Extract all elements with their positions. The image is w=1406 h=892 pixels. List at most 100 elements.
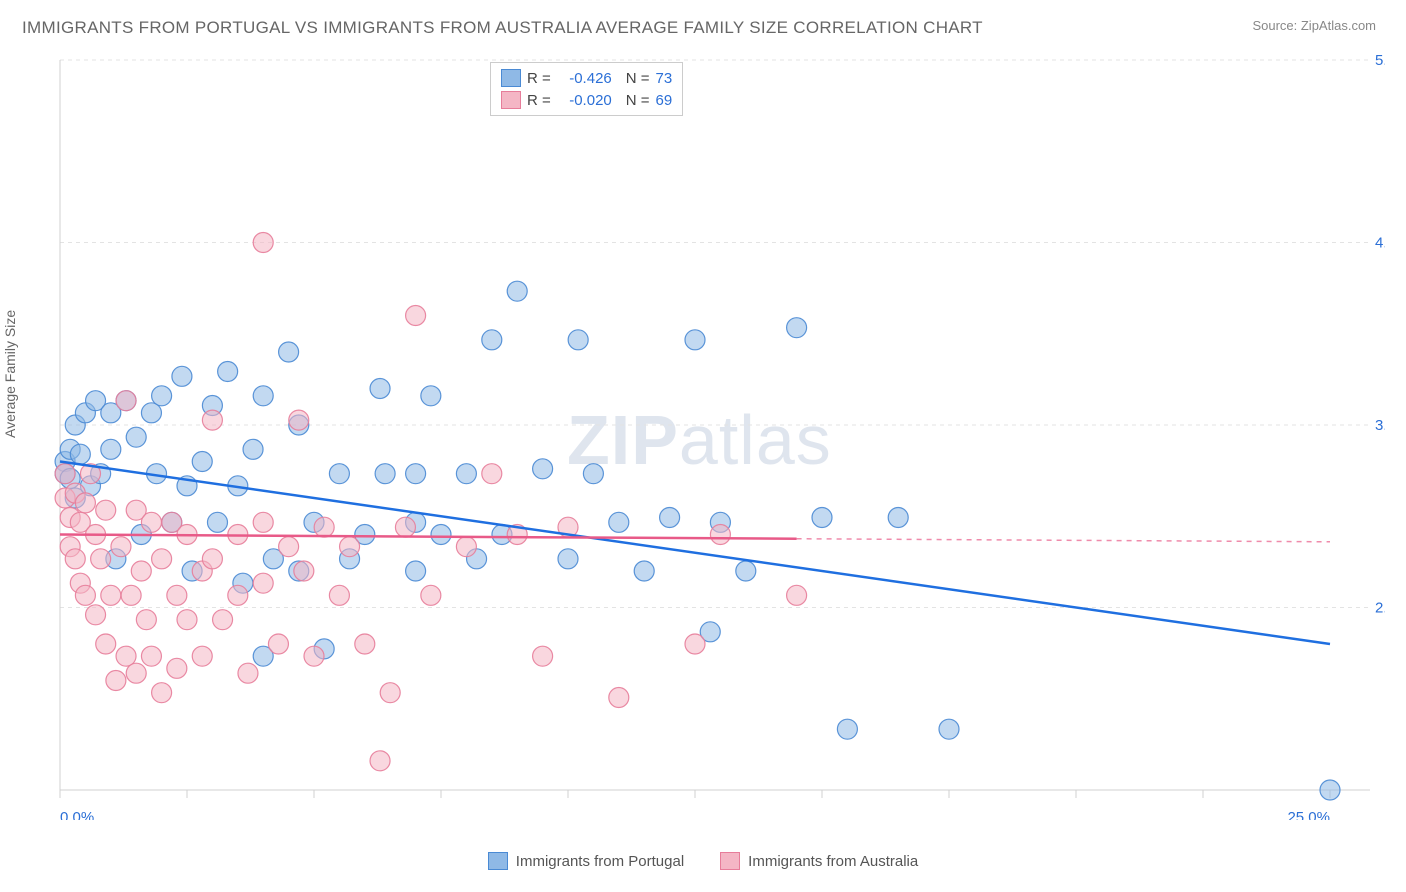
svg-text:0.0%: 0.0% bbox=[60, 809, 94, 820]
scatter-point bbox=[456, 464, 476, 484]
legend-swatch bbox=[488, 852, 508, 870]
scatter-point bbox=[812, 507, 832, 527]
scatter-point bbox=[167, 585, 187, 605]
scatter-point bbox=[634, 561, 654, 581]
scatter-point bbox=[685, 634, 705, 654]
scatter-point bbox=[314, 517, 334, 537]
svg-text:4.25: 4.25 bbox=[1375, 235, 1385, 252]
scatter-point bbox=[86, 605, 106, 625]
scatter-point bbox=[507, 281, 527, 301]
scatter-point bbox=[238, 663, 258, 683]
scatter-point bbox=[243, 439, 263, 459]
n-value: 69 bbox=[656, 92, 673, 109]
scatter-point bbox=[304, 646, 324, 666]
svg-text:3.50: 3.50 bbox=[1375, 417, 1385, 434]
scatter-point bbox=[289, 410, 309, 430]
legend-swatch bbox=[501, 91, 521, 109]
svg-text:2.75: 2.75 bbox=[1375, 600, 1385, 617]
scatter-point bbox=[939, 719, 959, 739]
scatter-point bbox=[329, 464, 349, 484]
scatter-point bbox=[340, 537, 360, 557]
scatter-point bbox=[75, 493, 95, 513]
r-label: R = bbox=[527, 70, 551, 87]
scatter-point bbox=[101, 439, 121, 459]
scatter-point bbox=[279, 342, 299, 362]
scatter-point bbox=[421, 386, 441, 406]
legend-swatch bbox=[501, 69, 521, 87]
scatter-point bbox=[375, 464, 395, 484]
scatter-point bbox=[126, 427, 146, 447]
scatter-point bbox=[207, 512, 227, 532]
scatter-point bbox=[70, 444, 90, 464]
legend-row: R = -0.426 N = 73 bbox=[501, 67, 672, 89]
legend-label: Immigrants from Portugal bbox=[516, 853, 684, 870]
scatter-point bbox=[1320, 780, 1340, 800]
legend-row: R = -0.020 N = 69 bbox=[501, 89, 672, 111]
scatter-point bbox=[421, 585, 441, 605]
scatter-point bbox=[121, 585, 141, 605]
scatter-point bbox=[660, 507, 680, 527]
scatter-point bbox=[253, 386, 273, 406]
scatter-point bbox=[736, 561, 756, 581]
scatter-point bbox=[482, 464, 502, 484]
scatter-point bbox=[406, 464, 426, 484]
scatter-point bbox=[131, 561, 151, 581]
scatter-point bbox=[65, 549, 85, 569]
scatter-point bbox=[482, 330, 502, 350]
scatter-point bbox=[329, 585, 349, 605]
regression-line bbox=[60, 462, 1330, 645]
scatter-point bbox=[106, 671, 126, 691]
scatter-point bbox=[456, 537, 476, 557]
scatter-point bbox=[96, 634, 116, 654]
r-value: -0.426 bbox=[557, 70, 612, 87]
scatter-point bbox=[228, 585, 248, 605]
scatter-point bbox=[111, 537, 131, 557]
scatter-point bbox=[431, 525, 451, 545]
scatter-point bbox=[167, 658, 187, 678]
scatter-point bbox=[141, 646, 161, 666]
chart-area: 2.753.504.255.000.0%25.0% bbox=[50, 50, 1385, 820]
scatter-point bbox=[253, 233, 273, 253]
scatter-point bbox=[533, 459, 553, 479]
scatter-point bbox=[355, 634, 375, 654]
scatter-chart-svg: 2.753.504.255.000.0%25.0% bbox=[50, 50, 1385, 820]
scatter-point bbox=[583, 464, 603, 484]
scatter-point bbox=[192, 646, 212, 666]
scatter-point bbox=[141, 512, 161, 532]
scatter-point bbox=[172, 366, 192, 386]
r-value: -0.020 bbox=[557, 92, 612, 109]
scatter-point bbox=[75, 585, 95, 605]
scatter-point bbox=[787, 318, 807, 338]
scatter-point bbox=[192, 452, 212, 472]
scatter-point bbox=[279, 537, 299, 557]
r-label: R = bbox=[527, 92, 551, 109]
scatter-point bbox=[218, 361, 238, 381]
scatter-point bbox=[380, 683, 400, 703]
scatter-point bbox=[609, 688, 629, 708]
scatter-point bbox=[91, 549, 111, 569]
scatter-point bbox=[152, 386, 172, 406]
scatter-point bbox=[213, 610, 233, 630]
scatter-point bbox=[710, 525, 730, 545]
svg-text:25.0%: 25.0% bbox=[1287, 809, 1330, 820]
legend-label: Immigrants from Australia bbox=[748, 853, 918, 870]
chart-title: IMMIGRANTS FROM PORTUGAL VS IMMIGRANTS F… bbox=[22, 18, 983, 38]
scatter-point bbox=[685, 330, 705, 350]
scatter-point bbox=[395, 517, 415, 537]
scatter-point bbox=[406, 306, 426, 326]
series-legend: Immigrants from Portugal Immigrants from … bbox=[0, 852, 1406, 870]
scatter-point bbox=[116, 391, 136, 411]
scatter-point bbox=[609, 512, 629, 532]
n-label: N = bbox=[626, 70, 650, 87]
scatter-point bbox=[55, 464, 75, 484]
scatter-point bbox=[202, 410, 222, 430]
legend-swatch bbox=[720, 852, 740, 870]
scatter-point bbox=[787, 585, 807, 605]
bottom-legend-item: Immigrants from Australia bbox=[720, 852, 918, 870]
n-value: 73 bbox=[656, 70, 673, 87]
n-label: N = bbox=[626, 92, 650, 109]
scatter-point bbox=[126, 663, 146, 683]
scatter-point bbox=[136, 610, 156, 630]
scatter-point bbox=[202, 549, 222, 569]
scatter-point bbox=[152, 549, 172, 569]
